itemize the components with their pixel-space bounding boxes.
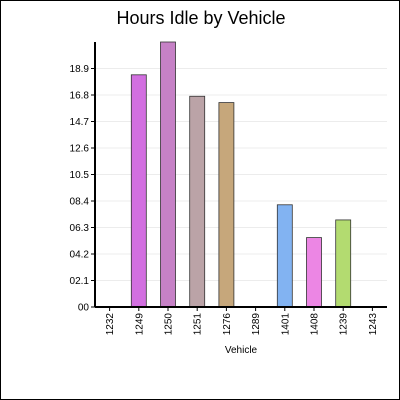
y-tick-label: 04.2 [70,250,90,261]
chart-title: Hours Idle by Vehicle [116,8,286,28]
bar-series [130,41,352,308]
y-tick-label: 16.8 [70,91,90,102]
x-tick-label: 1249 [134,313,145,336]
x-tick-label: 1239 [339,313,350,336]
bar [160,41,176,308]
y-tick-label: 18.9 [70,64,90,75]
bar [306,237,322,308]
x-tick-label: 1408 [310,313,321,336]
y-tick-labels: 00 02.1 04.2 06.3 08.4 10.5 12.6 14.7 16.8 18.9 [70,64,90,314]
y-tick-label: 10.5 [70,170,90,181]
y-tick-label: 06.3 [70,223,90,234]
x-tick-label: 1289 [251,313,262,336]
x-tick-label: 1232 [105,313,116,336]
x-axis-label: Vehicle [225,345,258,356]
y-tick-label: 08.4 [70,197,90,208]
x-tick-labels: 1232 1249 1250 1251 1276 1289 1401 1408 1239 1243 [105,313,379,336]
bar [218,102,235,308]
y-tick-label: 00 [78,303,90,314]
y-tick-label: 02.1 [70,276,90,287]
x-tick-label: 1250 [164,313,175,336]
y-tick-label: 14.7 [70,117,90,128]
x-tick-label: 1276 [222,313,233,336]
axes [91,42,387,311]
bar [276,204,293,308]
bar [189,95,206,308]
y-tick-label: 12.6 [70,144,90,155]
bar [130,74,147,308]
x-tick-label: 1251 [193,313,204,336]
x-tick-label: 1401 [280,313,291,336]
x-tick-label: 1243 [368,313,379,336]
bar [335,219,352,308]
